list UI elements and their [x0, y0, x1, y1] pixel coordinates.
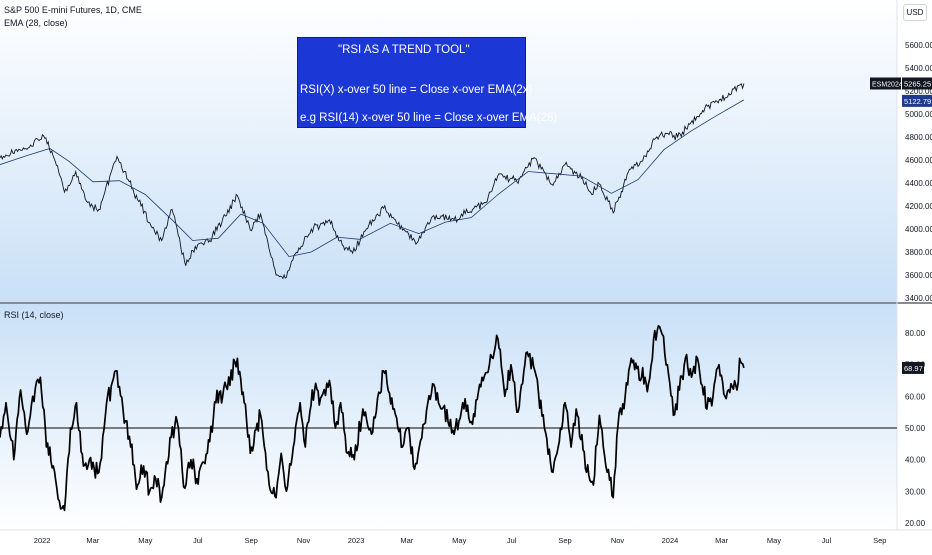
currency-button[interactable]: USD	[903, 4, 927, 21]
time-tick-label: May	[452, 536, 466, 545]
price-tick-label: 5200.00	[905, 87, 932, 96]
time-tick-label: Mar	[715, 536, 728, 545]
ema-series-line	[0, 99, 745, 258]
price-tick-label: 3600.00	[905, 271, 932, 280]
time-tick-label: Mar	[400, 536, 413, 545]
rsi-tick-label: 50.00	[905, 424, 926, 433]
time-tick-label: Nov	[297, 536, 311, 545]
ema-value: 5122.79	[904, 97, 931, 106]
time-tick-label: 2023	[348, 536, 365, 545]
price-tick-label: 4600.00	[905, 156, 932, 165]
last-price-symbol: ESM2024	[872, 81, 903, 88]
rsi-tick-label: 20.00	[905, 519, 926, 528]
time-tick-label: May	[138, 536, 152, 545]
time-tick-label: 2024	[662, 536, 679, 545]
rsi-tick-label: 40.00	[905, 456, 926, 465]
time-tick-label: Jul	[193, 536, 203, 545]
last-price-value: 5265.25	[904, 79, 931, 88]
time-tick-label: Mar	[86, 536, 99, 545]
time-tick-label: Jul	[507, 536, 517, 545]
price-tick-label: 5400.00	[905, 64, 932, 73]
price-series-line	[0, 83, 745, 280]
price-tick-label: 4400.00	[905, 179, 932, 188]
price-pane: 3400.00 3600.00 3800.00 4000.00 4200.00 4400.…	[0, 41, 932, 303]
callout-line-ema-rule: RSI(X) x-over 50 line = Close x-over EMA…	[300, 84, 533, 96]
time-tick-label: Sep	[558, 536, 571, 545]
rsi-tick-label: 30.00	[905, 487, 926, 496]
price-tick-label: 5600.00	[905, 41, 932, 50]
last-price-badge	[902, 77, 932, 90]
time-tick-label: Sep	[873, 536, 886, 545]
time-tick-label: 2022	[34, 536, 51, 545]
ema-legend[interactable]: EMA (28, close)	[4, 18, 68, 28]
rsi-tick-label: 80.00	[905, 329, 926, 338]
price-tick-label: 4800.00	[905, 133, 932, 142]
callout-title: "RSI AS A TREND TOOL"	[338, 44, 470, 56]
rsi-pane-bg	[0, 304, 897, 530]
rsi-tick-label: 60.00	[905, 392, 926, 401]
time-tick-label: Sep	[244, 536, 257, 545]
time-tick-label: Nov	[611, 536, 625, 545]
callout-line-example: e.g RSI(14) x-over 50 line = Close x-ove…	[300, 112, 558, 124]
rsi-legend[interactable]: RSI (14, close)	[4, 310, 64, 320]
rsi-value-badge	[902, 361, 924, 374]
price-tick-label: 4200.00	[905, 202, 932, 211]
price-tick-label: 5000.00	[905, 110, 932, 119]
annotation-callout[interactable]: "RSI AS A TREND TOOL" RSI(X) x-over 50 l…	[297, 37, 557, 128]
price-tick-label: 3800.00	[905, 248, 932, 257]
time-tick-label: Jul	[822, 536, 832, 545]
ema-value-badge	[902, 94, 932, 107]
price-tick-label: 4000.00	[905, 225, 932, 234]
last-price-symbol-badge	[870, 77, 901, 90]
rsi-series-line	[0, 325, 745, 512]
price-tick-label: 3400.00	[905, 294, 932, 303]
time-tick-label: May	[767, 536, 781, 545]
time-axis[interactable]: 2022 Mar May Jul Sep Nov 2023 Mar May Jul Sep Nov 20…	[34, 536, 887, 545]
symbol-title[interactable]: S&P 500 E-mini Futures, 1D, CME	[4, 5, 142, 15]
rsi-value: 68.97	[904, 364, 923, 373]
